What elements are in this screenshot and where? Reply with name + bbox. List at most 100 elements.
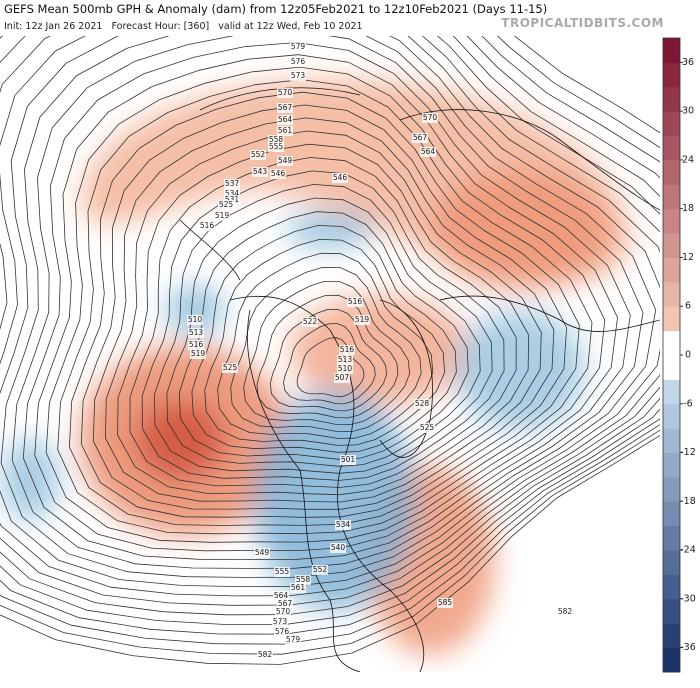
- contour: [0, 36, 657, 578]
- colorbar-tick-label: 24: [682, 154, 694, 165]
- contour: [0, 36, 660, 597]
- contour: [0, 36, 660, 606]
- contour-label-bg: [187, 315, 203, 325]
- contour-label-bg: [330, 543, 346, 553]
- contour-label-bg: [188, 340, 204, 350]
- contour-label-bg: [257, 650, 273, 660]
- contour-label: 567: [413, 133, 428, 142]
- colorbar-tick-label: -24: [680, 545, 696, 556]
- contour-label-bg: [437, 598, 453, 608]
- colorbar-segment: [663, 647, 680, 673]
- contour-label-bg: [347, 297, 363, 307]
- colorbar-segment: [663, 86, 680, 112]
- contour-label: 507: [335, 373, 350, 382]
- contour-label: 573: [273, 617, 288, 626]
- colorbar-tick-label: 6: [685, 301, 691, 312]
- contour-label: 564: [274, 591, 289, 600]
- colorbar-tick-label: -6: [683, 398, 692, 409]
- contour-label: 582: [558, 607, 573, 616]
- contour-label-bg: [277, 126, 293, 136]
- contour-label: 543: [253, 167, 268, 176]
- contour-label: 531: [225, 195, 240, 204]
- contour-label: 567: [278, 599, 293, 608]
- anomaly-shading: [0, 78, 631, 655]
- contour-label-bg: [332, 173, 348, 183]
- colorbar-segment: [663, 623, 680, 649]
- contour-label: 576: [291, 57, 306, 66]
- contour-label: 534: [336, 520, 351, 529]
- contour-label-bg: [277, 599, 293, 609]
- contour-label: 573: [291, 71, 306, 80]
- contour-label-bg: [290, 583, 306, 593]
- contour-label: 561: [278, 126, 293, 135]
- contour-label: 513: [338, 355, 353, 364]
- title: GEFS Mean 500mb GPH & Anomaly (dam) from…: [4, 2, 547, 16]
- contour: [0, 36, 660, 635]
- contour-label-bg: [268, 142, 284, 152]
- contour: [141, 170, 505, 481]
- contour-label-bg: [199, 221, 215, 231]
- contour: [166, 197, 481, 467]
- contour-label: 546: [271, 169, 286, 178]
- contour: [80, 104, 568, 518]
- contour-label: 516: [340, 345, 355, 354]
- contour-label: 546: [333, 173, 348, 182]
- colorbar: 36 30 24 18 12 6 0 -6 -12 -18 -24 -30 -36: [662, 37, 696, 673]
- contour: [11, 36, 644, 569]
- contour-label-bg: [337, 364, 353, 374]
- contour: [217, 252, 434, 439]
- colorbar-tick-label: -30: [680, 593, 696, 604]
- contour: [22, 42, 631, 560]
- contour: [0, 36, 660, 665]
- contour-label: 558: [296, 575, 311, 584]
- contour-label: 576: [275, 627, 290, 636]
- contour: [153, 183, 493, 474]
- contour-label-bg: [224, 189, 240, 199]
- colorbar-segment: [663, 476, 680, 502]
- colorbar-segment: [663, 355, 680, 380]
- contour-label: 549: [255, 548, 270, 557]
- contour-label: 519: [355, 315, 370, 324]
- contour: [0, 36, 660, 645]
- colorbar-segment: [663, 208, 680, 234]
- contour-label: 525: [420, 423, 435, 432]
- contour-label: 582: [258, 650, 273, 659]
- contour-label-bg: [273, 591, 289, 601]
- colorbar-segment: [663, 403, 680, 429]
- colorbar-segment: [663, 598, 680, 624]
- contour: [283, 323, 376, 405]
- contour-label-bg: [414, 399, 430, 409]
- contour-label-bg: [412, 133, 428, 143]
- colorbar-tick-label: 30: [682, 106, 694, 117]
- contour-label-bg: [268, 135, 284, 145]
- contour-label-bg: [420, 147, 436, 157]
- contour-labels: 5795765735705675645615585555525495465435…: [187, 42, 573, 660]
- contour-label-bg: [224, 179, 240, 189]
- contour: [0, 36, 660, 616]
- colorbar-segment: [663, 452, 680, 478]
- contour-label-bg: [419, 423, 435, 433]
- contour: [45, 66, 606, 543]
- contour-label: 519: [215, 211, 230, 220]
- contour-label-bg: [285, 635, 301, 645]
- map-area: 5795765735705675645615585555525495465435…: [0, 36, 660, 672]
- contour-label: 555: [269, 142, 284, 151]
- subtitle: Init: 12z Jan 26 2021 Forecast Hour: [36…: [4, 21, 363, 32]
- contour-label-bg: [290, 57, 306, 67]
- contour-label-bg: [277, 156, 293, 166]
- colorbar-segment: [663, 306, 680, 332]
- contour-label-bg: [222, 363, 238, 373]
- colorbar-segment: [663, 379, 680, 405]
- contour-label: 567: [278, 103, 293, 112]
- contour-label-bg: [270, 169, 286, 179]
- contour-label: 570: [423, 113, 438, 122]
- contour-label-bg: [274, 567, 290, 577]
- colorbar-tick-label: 18: [682, 203, 694, 214]
- contour-label-bg: [277, 103, 293, 113]
- contour: [129, 156, 517, 488]
- colorbar-tick-label: -36: [680, 642, 696, 653]
- contour-label: 528: [415, 399, 430, 408]
- contour-label-bg: [354, 315, 370, 325]
- contour-label-bg: [312, 565, 328, 575]
- contour-label: 570: [276, 607, 291, 616]
